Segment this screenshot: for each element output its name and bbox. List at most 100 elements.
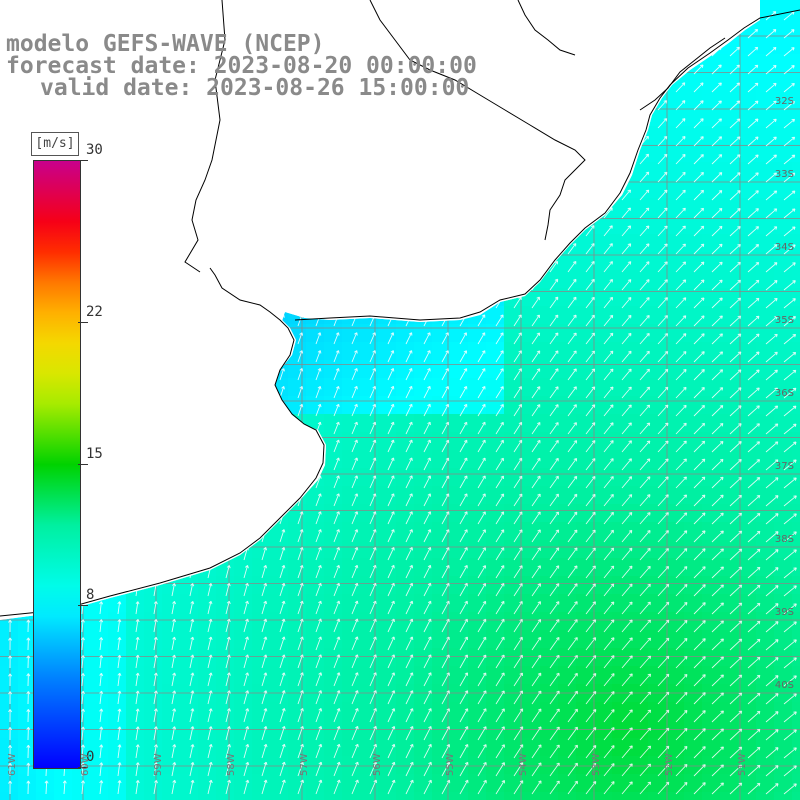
wind-arrow bbox=[747, 620, 761, 633]
wind-arrow bbox=[333, 725, 341, 741]
wind-arrow bbox=[513, 780, 524, 795]
wind-arrow bbox=[441, 529, 450, 543]
wind-arrow bbox=[459, 403, 468, 417]
wind-arrow bbox=[459, 332, 468, 345]
field-cell bbox=[684, 126, 702, 144]
field-cell bbox=[468, 648, 486, 666]
wind-arrow bbox=[603, 511, 614, 525]
wind-arrow bbox=[477, 779, 487, 795]
wind-arrow bbox=[729, 351, 742, 363]
wind-arrow bbox=[297, 529, 304, 543]
wind-arrow bbox=[711, 207, 723, 219]
wind-arrow bbox=[477, 475, 486, 489]
wind-arrow bbox=[711, 728, 724, 741]
field-cell bbox=[756, 108, 774, 126]
field-cell bbox=[756, 72, 774, 90]
field-cell bbox=[306, 558, 324, 576]
wind-arrow bbox=[711, 746, 724, 759]
wind-arrow bbox=[603, 601, 615, 615]
field-cell bbox=[702, 234, 720, 252]
wind-arrow bbox=[729, 692, 743, 705]
wind-arrow bbox=[387, 564, 395, 579]
wind-arrow bbox=[477, 618, 487, 633]
field-cell bbox=[18, 792, 36, 800]
field-cell bbox=[486, 324, 504, 342]
wind-arrow bbox=[693, 620, 706, 633]
field-cell bbox=[666, 90, 684, 108]
wind-arrow bbox=[711, 782, 724, 795]
wind-arrow bbox=[99, 744, 104, 759]
field-cell bbox=[360, 378, 378, 396]
field-cell bbox=[702, 648, 720, 666]
wind-arrow bbox=[747, 279, 760, 291]
field-cell bbox=[288, 540, 306, 558]
wind-arrow bbox=[765, 513, 779, 525]
field-cell bbox=[486, 612, 504, 630]
colorbar bbox=[33, 160, 81, 769]
field-cell bbox=[720, 306, 738, 324]
wind-arrow bbox=[639, 207, 650, 219]
field-cell bbox=[648, 774, 666, 792]
wind-arrow bbox=[99, 637, 104, 651]
wind-arrow bbox=[81, 780, 85, 795]
field-cell bbox=[774, 126, 792, 144]
field-cell bbox=[684, 666, 702, 684]
field-cell bbox=[216, 594, 234, 612]
wind-arrow bbox=[351, 743, 359, 759]
wind-arrow bbox=[531, 726, 542, 741]
wind-arrow bbox=[531, 332, 541, 345]
wind-arrow bbox=[693, 440, 706, 453]
field-cell bbox=[504, 342, 522, 360]
wind-arrow bbox=[495, 779, 505, 795]
wind-arrow bbox=[585, 404, 596, 417]
field-cell bbox=[90, 774, 108, 792]
field-cell bbox=[630, 450, 648, 468]
field-cell bbox=[738, 504, 756, 522]
wind-arrow bbox=[171, 744, 177, 759]
wind-arrow bbox=[693, 297, 705, 309]
field-cell bbox=[612, 468, 630, 486]
field-cell bbox=[738, 216, 756, 234]
wind-arrow bbox=[531, 744, 542, 759]
field-cell bbox=[576, 558, 594, 576]
field-cell bbox=[666, 414, 684, 432]
field-cell bbox=[216, 612, 234, 630]
field-cell bbox=[54, 792, 72, 800]
field-cell bbox=[522, 648, 540, 666]
field-cell bbox=[504, 378, 522, 396]
wind-arrow bbox=[405, 600, 414, 615]
wind-arrow bbox=[747, 494, 761, 507]
field-cell bbox=[738, 594, 756, 612]
wind-arrow bbox=[765, 118, 777, 129]
field-cell bbox=[306, 612, 324, 630]
field-cell bbox=[756, 432, 774, 450]
field-cell bbox=[432, 504, 450, 522]
wind-arrow bbox=[657, 135, 668, 147]
wind-arrow bbox=[549, 404, 559, 417]
wind-arrow bbox=[441, 761, 451, 777]
field-cell bbox=[774, 252, 792, 270]
field-cell bbox=[792, 216, 800, 234]
wind-arrow bbox=[225, 708, 231, 723]
wind-arrow bbox=[657, 565, 670, 579]
wind-arrow bbox=[153, 708, 158, 723]
wind-arrow bbox=[657, 297, 668, 309]
wind-arrow bbox=[387, 636, 395, 651]
field-cell bbox=[180, 792, 198, 800]
wind-arrow bbox=[765, 297, 778, 309]
field-cell bbox=[648, 162, 666, 180]
wind-arrow bbox=[531, 529, 541, 543]
field-cell bbox=[522, 396, 540, 414]
field-cell bbox=[738, 756, 756, 774]
field-cell bbox=[486, 756, 504, 774]
field-cell bbox=[630, 702, 648, 720]
field-cell bbox=[630, 540, 648, 558]
wind-arrow bbox=[585, 475, 596, 489]
field-cell bbox=[792, 468, 800, 486]
field-cell bbox=[360, 738, 378, 756]
field-cell bbox=[720, 72, 738, 90]
wind-arrow bbox=[513, 690, 523, 705]
wind-arrow bbox=[297, 690, 304, 705]
wind-arrow bbox=[549, 780, 560, 795]
field-cell bbox=[576, 252, 594, 270]
